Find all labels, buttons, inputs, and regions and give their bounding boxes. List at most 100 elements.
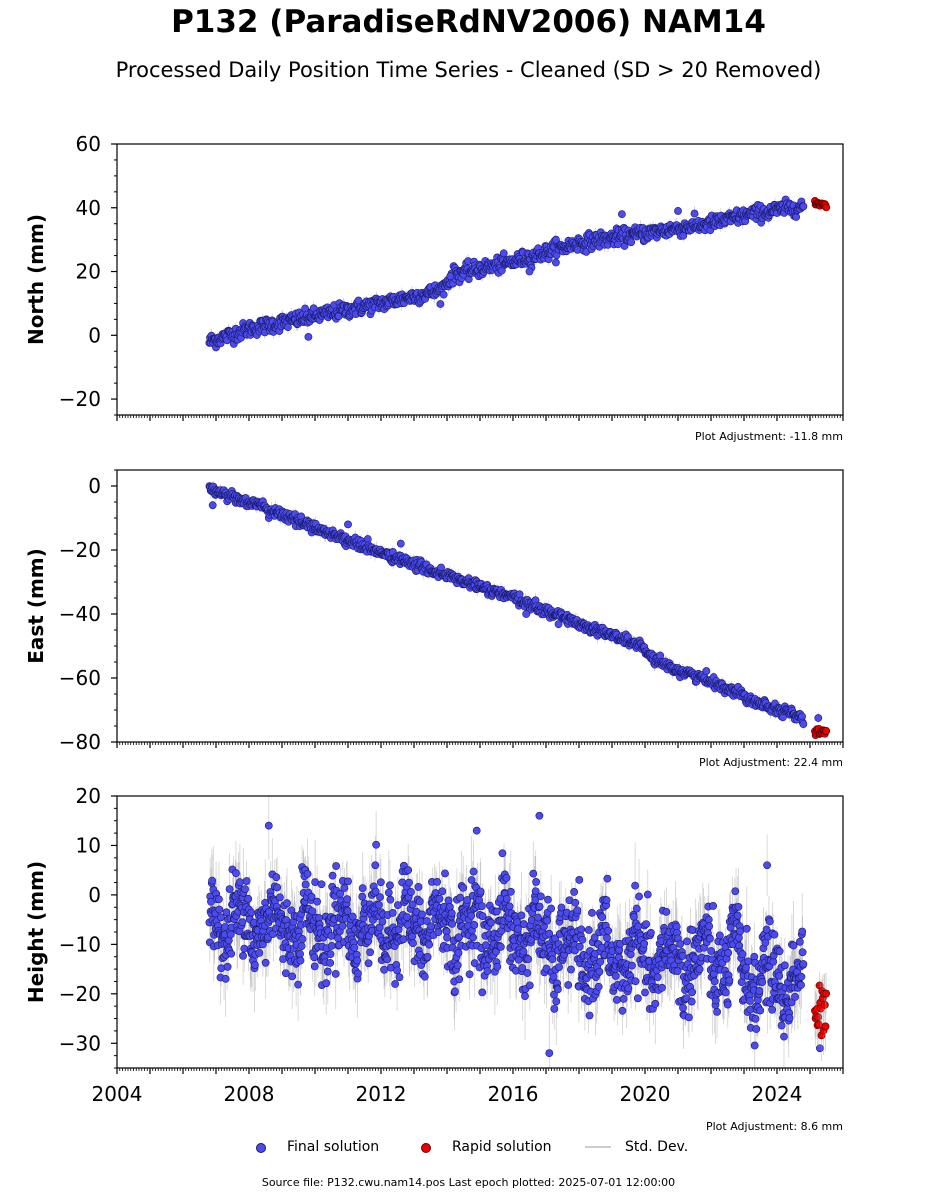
- data-point: [492, 907, 501, 916]
- data-point: [596, 957, 605, 966]
- data-point: [467, 911, 476, 920]
- data-point: [643, 890, 652, 899]
- data-point: [478, 988, 487, 997]
- legend-label-final: Final solution: [287, 1139, 380, 1155]
- y-tick-label: 40: [76, 196, 101, 220]
- data-point: [506, 887, 515, 896]
- data-point: [310, 962, 319, 971]
- y-tick-label: 0: [88, 883, 101, 907]
- data-point: [261, 958, 270, 967]
- data-point: [376, 878, 385, 887]
- data-point: [532, 878, 540, 886]
- data-point: [709, 902, 718, 910]
- data-point: [573, 906, 582, 915]
- rapid-point: [822, 203, 831, 212]
- plot-adjustment-label: Plot Adjustment: -11.8 mm: [695, 430, 843, 443]
- data-point: [640, 939, 649, 948]
- data-point: [358, 892, 367, 901]
- data-point: [688, 926, 697, 934]
- data-point: [441, 869, 449, 878]
- data-point: [388, 909, 397, 917]
- data-point: [371, 861, 380, 870]
- data-point: [685, 1013, 693, 1022]
- data-point: [742, 924, 751, 933]
- data-point: [734, 902, 743, 911]
- data-point: [548, 955, 557, 964]
- data-point: [499, 249, 508, 258]
- panel-east: −80 −60 −40 −20 0 East (mm) Plot Adjustment: 2…: [24, 469, 844, 769]
- data-point: [734, 933, 743, 942]
- rapid-point: [822, 726, 831, 735]
- panel-height: −30 −20 −10 0 10 20 Height (mm) 2004 2008 2012 201…: [24, 784, 844, 1133]
- data-point: [225, 885, 234, 894]
- data-point: [695, 965, 704, 974]
- data-point: [455, 975, 464, 984]
- data-point: [284, 323, 292, 332]
- data-point: [633, 994, 642, 1003]
- data-point: [456, 893, 464, 902]
- data-point: [746, 997, 754, 1005]
- data-point: [799, 720, 808, 729]
- data-point: [651, 999, 660, 1008]
- series-rapid-east: [811, 725, 831, 740]
- data-point: [502, 894, 511, 903]
- data-point: [414, 883, 423, 891]
- x-axis-east: [116, 742, 844, 748]
- data-point: [536, 892, 545, 901]
- y-tick-label: 20: [76, 784, 101, 808]
- data-point: [731, 887, 740, 896]
- data-point: [513, 918, 521, 927]
- data-point: [552, 258, 560, 267]
- data-point: [710, 977, 719, 986]
- data-point: [797, 981, 805, 989]
- data-point: [469, 933, 478, 942]
- data-point: [208, 501, 217, 510]
- data-point: [476, 887, 485, 896]
- data-point: [531, 896, 540, 905]
- data-point: [463, 896, 472, 904]
- data-point: [239, 952, 247, 960]
- data-point: [780, 1032, 788, 1041]
- data-point: [545, 1049, 554, 1058]
- data-point: [816, 1044, 824, 1053]
- data-point: [519, 947, 528, 956]
- data-point: [575, 876, 584, 884]
- data-point: [409, 939, 417, 948]
- data-point: [386, 881, 394, 890]
- data-point: [564, 981, 573, 989]
- data-point: [578, 935, 587, 944]
- y-axis-label: Height (mm): [24, 861, 48, 1003]
- data-point: [585, 1011, 594, 1020]
- y-axis-north: −20 0 20 40 60: [59, 132, 117, 416]
- data-point: [687, 997, 696, 1006]
- data-point: [642, 920, 651, 928]
- data-point: [517, 911, 526, 920]
- data-point: [603, 874, 612, 883]
- data-point: [554, 620, 563, 629]
- x-tick-label: 2020: [620, 1082, 671, 1106]
- data-point: [584, 926, 593, 934]
- data-point: [232, 869, 240, 878]
- data-point: [658, 983, 666, 992]
- data-point: [215, 895, 223, 904]
- data-point: [313, 897, 322, 906]
- data-point: [551, 934, 560, 943]
- data-point: [469, 867, 478, 876]
- data-point: [470, 921, 479, 929]
- data-point: [216, 913, 225, 922]
- data-point: [358, 884, 367, 893]
- data-point: [628, 961, 636, 970]
- data-point: [630, 912, 638, 921]
- data-point: [372, 840, 381, 849]
- data-point: [408, 900, 417, 909]
- data-point: [552, 235, 560, 244]
- data-point: [340, 884, 349, 892]
- data-point: [423, 953, 432, 961]
- data-point: [444, 896, 453, 905]
- data-point: [326, 950, 335, 959]
- data-point: [751, 1014, 760, 1023]
- legend-label-rapid: Rapid solution: [452, 1139, 552, 1155]
- data-point: [487, 918, 495, 927]
- data-point: [723, 1000, 732, 1009]
- series-final-east: [205, 480, 831, 740]
